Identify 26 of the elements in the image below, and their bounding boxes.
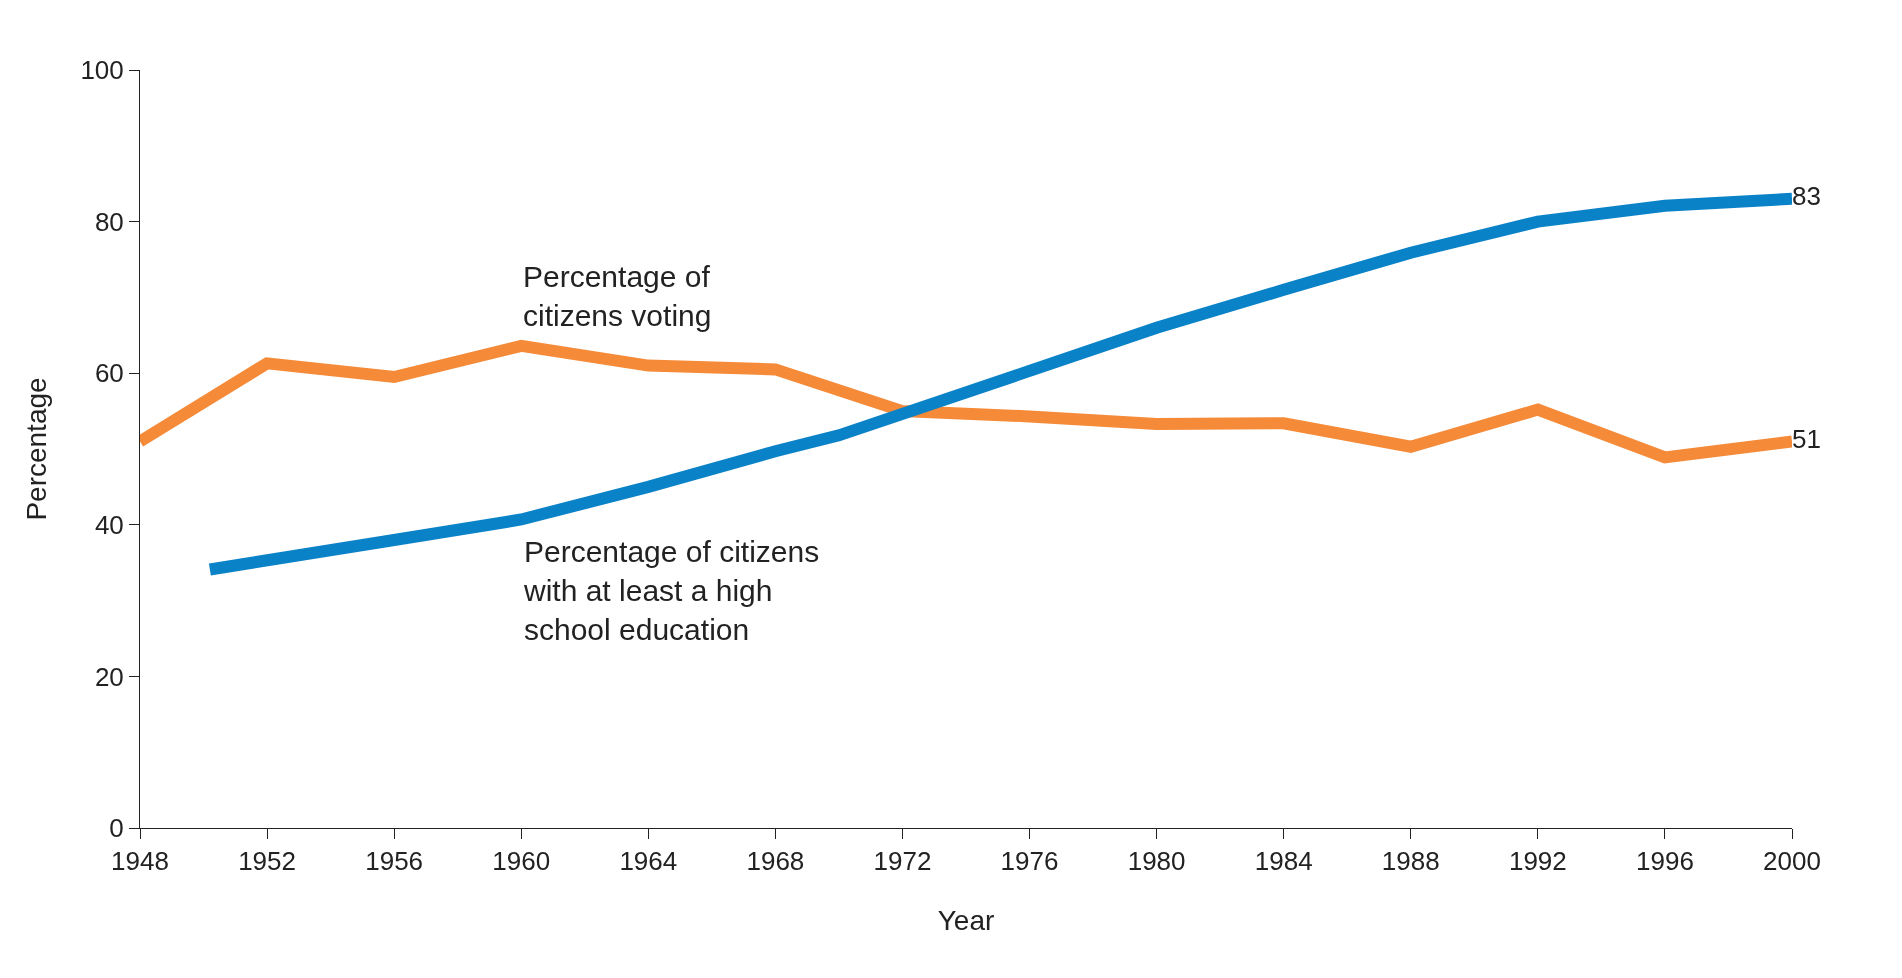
y-tick-label: 20 [94,661,124,692]
x-tick-label: 1956 [365,846,424,877]
x-tick-label: 1980 [1127,846,1186,877]
x-tick-label: 2000 [1763,846,1821,877]
x-tick-label: 1992 [1508,846,1567,877]
x-tick-label: 1968 [746,846,805,877]
series-label: Percentage of citizens with at least a high school education [523,535,820,646]
x-tick-label: 1996 [1636,846,1694,877]
data-label: 51 [1792,423,1821,454]
x-tick-label: 1964 [619,846,678,877]
y-tick-label: 100 [80,55,124,86]
x-tick-label: 1988 [1381,846,1440,877]
x-tick-label: 1960 [492,846,551,877]
y-tick-label: 60 [94,358,124,389]
x-axis-title: Year [937,905,995,937]
y-tick-label: 0 [109,813,124,844]
y-axis-title: Percentage [21,377,53,521]
x-tick-label: 1976 [1000,846,1059,877]
x-tick-label: 1952 [238,846,296,877]
x-tick-label: 1984 [1254,846,1313,877]
x-tick-label: 1948 [111,846,169,877]
y-tick-label: 40 [94,509,124,540]
y-tick-label: 80 [94,206,124,237]
series-label: Percentage of citizens voting [523,260,712,332]
x-tick-label: 1972 [873,846,932,877]
data-label: 83 [1792,181,1821,212]
